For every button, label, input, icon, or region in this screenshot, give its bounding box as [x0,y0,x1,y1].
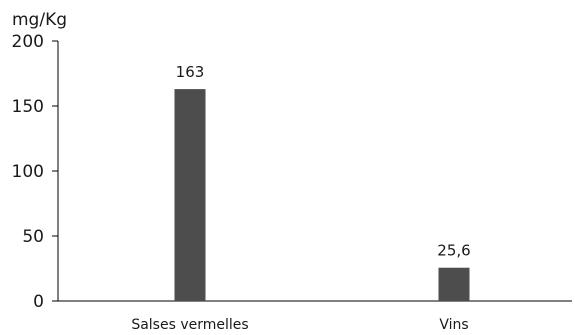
bar [174,89,206,301]
y-axis-unit-label: mg/Kg [12,10,68,30]
x-category-label: Vins [439,317,468,331]
bar [438,267,470,301]
bar-value-label: 25,6 [437,242,470,260]
y-tick-label: 0 [33,292,44,312]
y-tick-label: 100 [12,162,44,182]
x-category-label: Salses vermelles [131,317,248,331]
y-tick-label: 50 [22,227,44,247]
bar-value-label: 163 [176,63,205,81]
y-tick-label: 150 [12,97,44,117]
y-tick-label: 200 [12,32,44,52]
